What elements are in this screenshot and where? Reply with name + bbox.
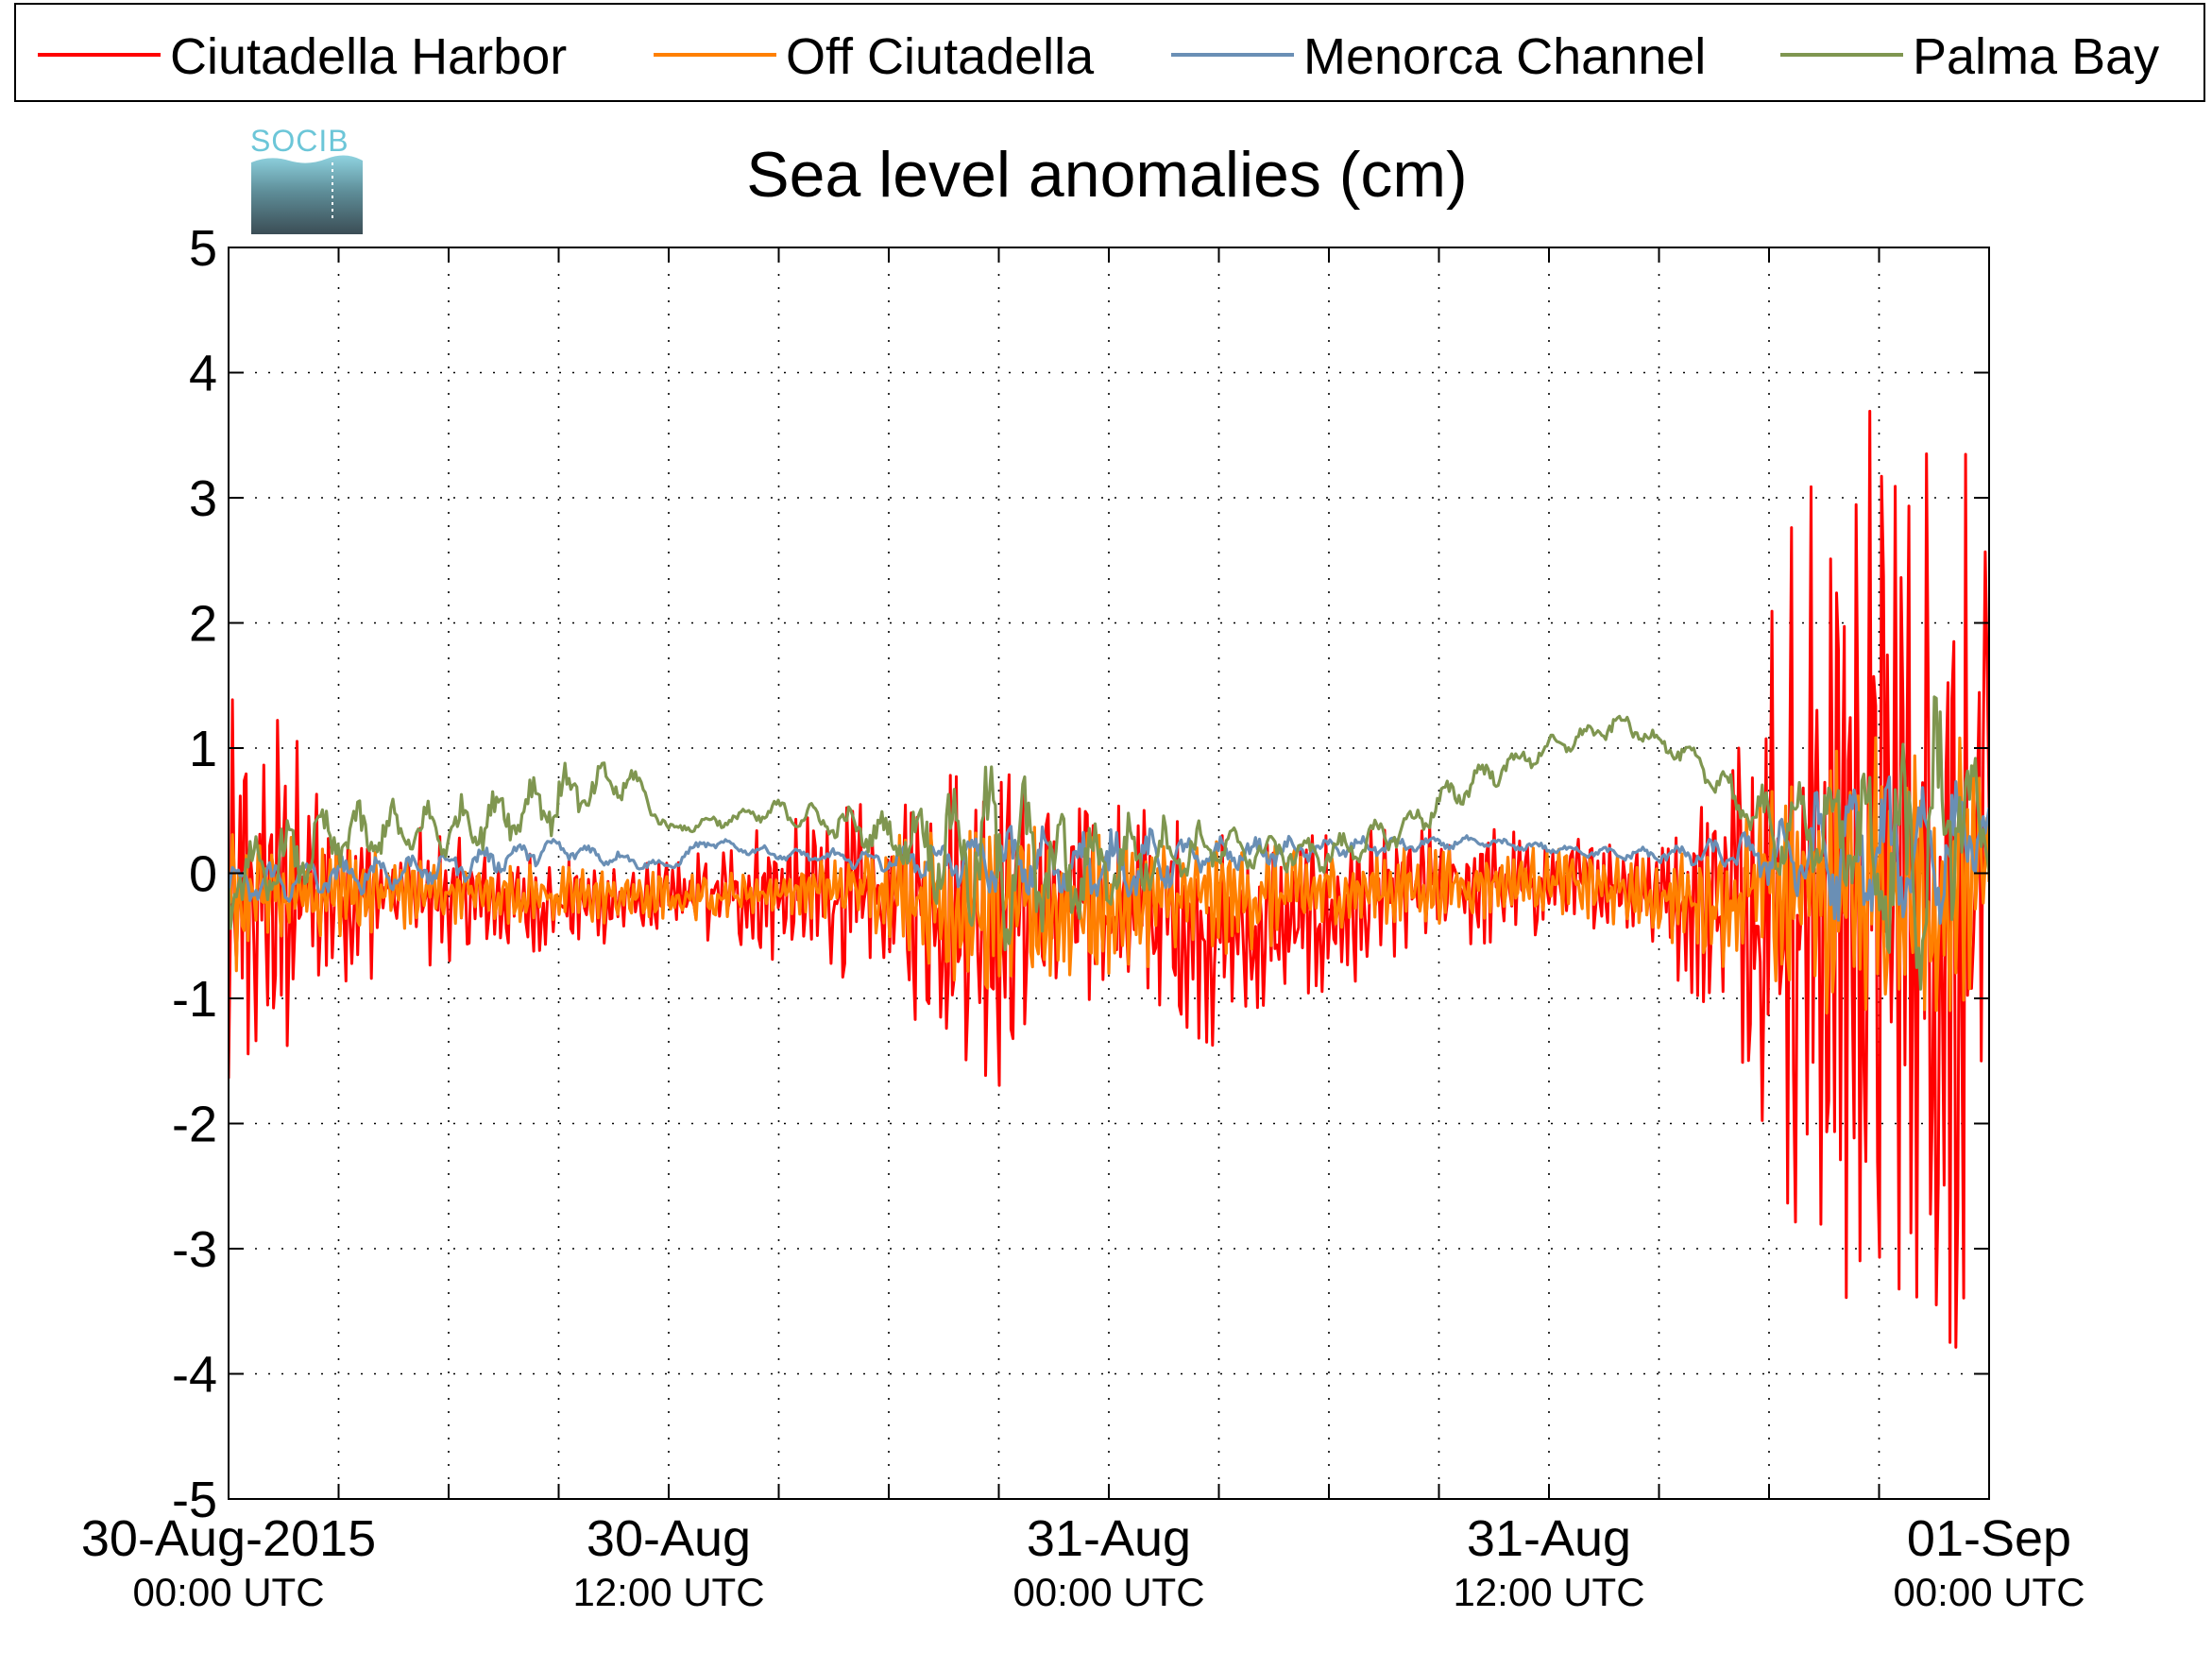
x-tick-date-label: 31-Aug	[1027, 1510, 1191, 1567]
legend-label: Palma Bay	[1913, 28, 2159, 85]
x-tick-date-label: 30-Aug	[587, 1510, 751, 1567]
series-line-palma-bay	[229, 695, 1989, 991]
y-tick-label: 3	[189, 470, 217, 527]
y-tick-label: 5	[189, 220, 217, 277]
legend-label: Ciutadella Harbor	[170, 28, 567, 85]
x-tick-time-label: 12:00 UTC	[1453, 1570, 1644, 1614]
series-lines	[229, 409, 1989, 1349]
y-tick-label: -2	[172, 1097, 217, 1153]
legend-label: Off Ciutadella	[786, 28, 1095, 85]
y-tick-label: -5	[172, 1472, 217, 1528]
socib-logo: SOCIB	[250, 124, 363, 234]
chart-title: Sea level anomalies (cm)	[746, 139, 1467, 211]
x-tick-time-label: 12:00 UTC	[572, 1570, 764, 1614]
logo-text: SOCIB	[250, 124, 349, 158]
legend: Ciutadella Harbor Off Ciutadella Menorca C…	[14, 3, 2205, 102]
legend-box	[14, 3, 2205, 102]
x-tick-date-label: 01-Sep	[1907, 1510, 2071, 1567]
series-line-menorca-channel	[229, 775, 1989, 926]
x-tick-time-label: 00:00 UTC	[132, 1570, 324, 1614]
axis-ticks	[229, 247, 1990, 1500]
x-tick-time-label: 00:00 UTC	[1012, 1570, 1204, 1614]
y-tick-label: -4	[172, 1347, 217, 1404]
y-tick-label: 2	[189, 596, 217, 653]
y-tick-label: -3	[172, 1221, 217, 1278]
logo-wave-icon	[251, 155, 363, 234]
x-tick-date-label: 31-Aug	[1467, 1510, 1631, 1567]
legend-label: Menorca Channel	[1303, 28, 1706, 85]
x-tick-time-label: 00:00 UTC	[1893, 1570, 2084, 1614]
y-axis: 5 4 3 2 1 0 -1 -2 -3 -4 -5	[172, 220, 217, 1528]
y-tick-label: 1	[189, 721, 217, 777]
series-line-off-ciutadella	[229, 736, 1989, 1015]
y-tick-label: -1	[172, 971, 217, 1028]
y-tick-label: 4	[189, 346, 217, 402]
x-tick-date-label: 30-Aug-2015	[81, 1510, 376, 1567]
y-tick-label: 0	[189, 846, 217, 903]
